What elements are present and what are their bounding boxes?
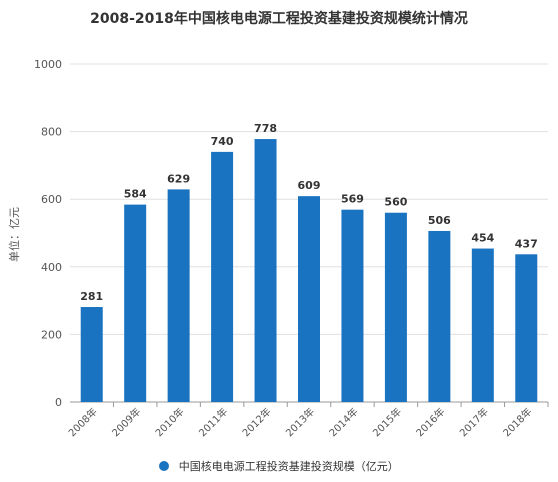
legend: 中国核电电源工程投资基建投资规模（亿元） [0,458,558,474]
value-label: 629 [167,172,190,185]
x-tick-label: 2012年 [239,405,273,439]
x-tick-label: 2015年 [370,405,404,439]
x-tick-label: 2014年 [326,405,360,439]
value-label: 569 [341,193,364,206]
legend-marker [159,461,170,471]
x-tick-label: 2016年 [413,405,447,439]
y-tick-label: 200 [41,328,62,341]
bar [254,139,277,402]
x-tick-label: 2018年 [500,405,534,439]
value-label: 740 [211,135,234,148]
x-tick-label: 2017年 [457,405,491,439]
bar [211,151,234,402]
bar [341,209,364,402]
y-tick-label: 600 [41,193,62,206]
bar [80,307,103,402]
bar [428,230,451,402]
value-label: 437 [515,237,538,250]
y-tick-label: 400 [41,261,62,274]
bar [298,196,320,402]
x-tick-label: 2009年 [109,405,143,439]
x-tick-label: 2010年 [152,405,186,439]
bar [124,204,147,402]
y-tick-label: 800 [41,126,62,139]
value-label: 584 [124,188,147,201]
y-tick-label: 1000 [34,58,62,71]
value-label: 609 [298,179,321,192]
value-label: 560 [384,196,407,209]
value-label: 454 [471,232,494,245]
bar [515,254,538,402]
value-label: 281 [80,290,103,303]
y-tick-label: 0 [55,396,62,409]
bar [167,189,190,402]
bars [80,139,538,402]
x-tick-label: 2011年 [196,405,230,439]
value-label: 778 [254,122,277,135]
legend-label: 中国核电电源工程投资基建投资规模（亿元） [178,460,399,473]
chart-title: 2008-2018年中国核电电源工程投资基建投资规模统计情况 [90,11,468,27]
x-tick-labels: 2008年 2009年 2010年 2011年 2012年 2013年 2014年 2015年… [66,402,549,439]
bar [471,248,494,402]
y-tick-labels: 0 200 400 600 800 1000 [34,58,62,409]
bar [384,212,407,402]
x-tick-label: 2008年 [66,405,100,439]
value-label: 506 [428,214,451,227]
value-labels: 281 584 629 740 778 609 569 560 506 454 437 [80,122,538,303]
x-tick-label: 2013年 [283,405,317,439]
